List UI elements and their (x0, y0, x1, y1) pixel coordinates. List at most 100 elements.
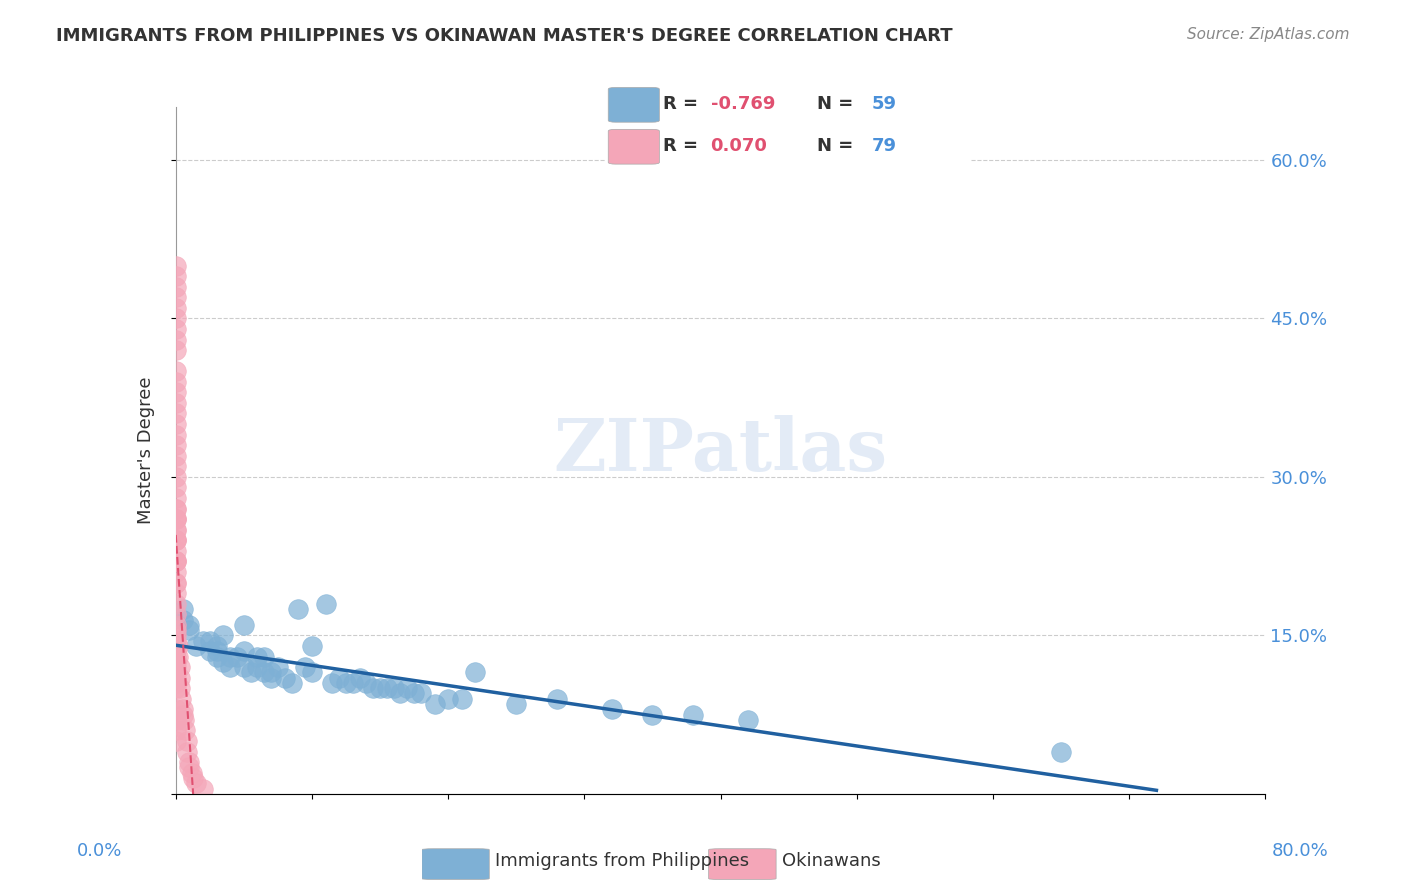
Point (165, 565, 187, 579)
Point (165, 523, 187, 537)
Point (301, 665, 323, 680)
Point (246, 660, 269, 674)
Point (321, 676, 343, 690)
Point (165, 364, 187, 378)
Point (181, 765, 204, 780)
Point (219, 660, 242, 674)
Point (682, 707, 704, 722)
Point (737, 713, 759, 727)
Point (179, 623, 201, 637)
Point (165, 501, 187, 516)
Point (212, 628, 235, 642)
Point (409, 686, 432, 700)
Point (169, 660, 191, 674)
Point (167, 639, 190, 653)
Point (165, 586, 187, 600)
Point (226, 649, 249, 664)
Point (165, 259, 187, 273)
Point (165, 417, 187, 431)
Point (172, 707, 194, 722)
Point (437, 691, 460, 706)
Text: 0.0%: 0.0% (77, 842, 122, 860)
Point (382, 681, 405, 696)
Point (176, 745, 198, 759)
Point (165, 575, 187, 590)
Point (246, 649, 269, 664)
Text: 59: 59 (872, 95, 897, 113)
Point (505, 697, 527, 711)
Point (165, 655, 187, 669)
FancyBboxPatch shape (609, 129, 659, 164)
Point (328, 671, 350, 685)
Point (1050, 745, 1073, 759)
Text: 80.0%: 80.0% (1272, 842, 1329, 860)
Point (165, 290, 187, 304)
Point (464, 665, 486, 680)
Point (315, 597, 337, 611)
Point (173, 713, 195, 727)
Point (287, 602, 309, 616)
Point (165, 671, 187, 685)
Point (165, 607, 187, 622)
Point (165, 523, 187, 537)
Point (172, 602, 194, 616)
Point (165, 723, 187, 738)
Point (335, 676, 357, 690)
Point (546, 691, 568, 706)
Point (165, 681, 187, 696)
Point (176, 734, 198, 748)
Point (165, 676, 187, 690)
Point (396, 681, 419, 696)
Point (165, 322, 187, 336)
Point (165, 628, 187, 642)
Point (165, 575, 187, 590)
Point (165, 713, 187, 727)
Point (165, 660, 187, 674)
Point (165, 512, 187, 526)
Point (165, 375, 187, 389)
Point (186, 639, 208, 653)
Text: N =: N = (817, 137, 859, 155)
Point (600, 702, 623, 716)
Point (179, 760, 201, 774)
Point (165, 343, 187, 357)
Point (450, 691, 472, 706)
Point (167, 649, 190, 664)
Point (165, 633, 187, 648)
Point (253, 665, 276, 680)
Point (165, 491, 187, 505)
Point (165, 544, 187, 558)
Point (165, 617, 187, 632)
FancyBboxPatch shape (422, 849, 489, 880)
Point (165, 501, 187, 516)
Point (205, 644, 228, 658)
Point (165, 665, 187, 680)
Point (205, 649, 228, 664)
Text: N =: N = (817, 95, 859, 113)
Text: R =: R = (664, 95, 704, 113)
Point (260, 665, 283, 680)
Point (191, 633, 214, 648)
Point (165, 597, 187, 611)
Point (253, 649, 276, 664)
Point (179, 755, 201, 769)
Point (174, 723, 197, 738)
Point (165, 702, 187, 716)
Point (165, 533, 187, 548)
Point (232, 660, 254, 674)
Point (356, 676, 378, 690)
Text: 0.070: 0.070 (710, 137, 768, 155)
Point (165, 512, 187, 526)
Point (165, 554, 187, 568)
Point (165, 533, 187, 548)
Text: 79: 79 (872, 137, 897, 155)
Point (165, 480, 187, 494)
Point (165, 470, 187, 484)
Point (423, 697, 446, 711)
Point (165, 333, 187, 347)
Point (183, 771, 205, 785)
Y-axis label: Master's Degree: Master's Degree (136, 376, 155, 524)
Point (389, 686, 412, 700)
Point (186, 776, 208, 790)
Text: Immigrants from Philippines: Immigrants from Philippines (495, 852, 749, 870)
